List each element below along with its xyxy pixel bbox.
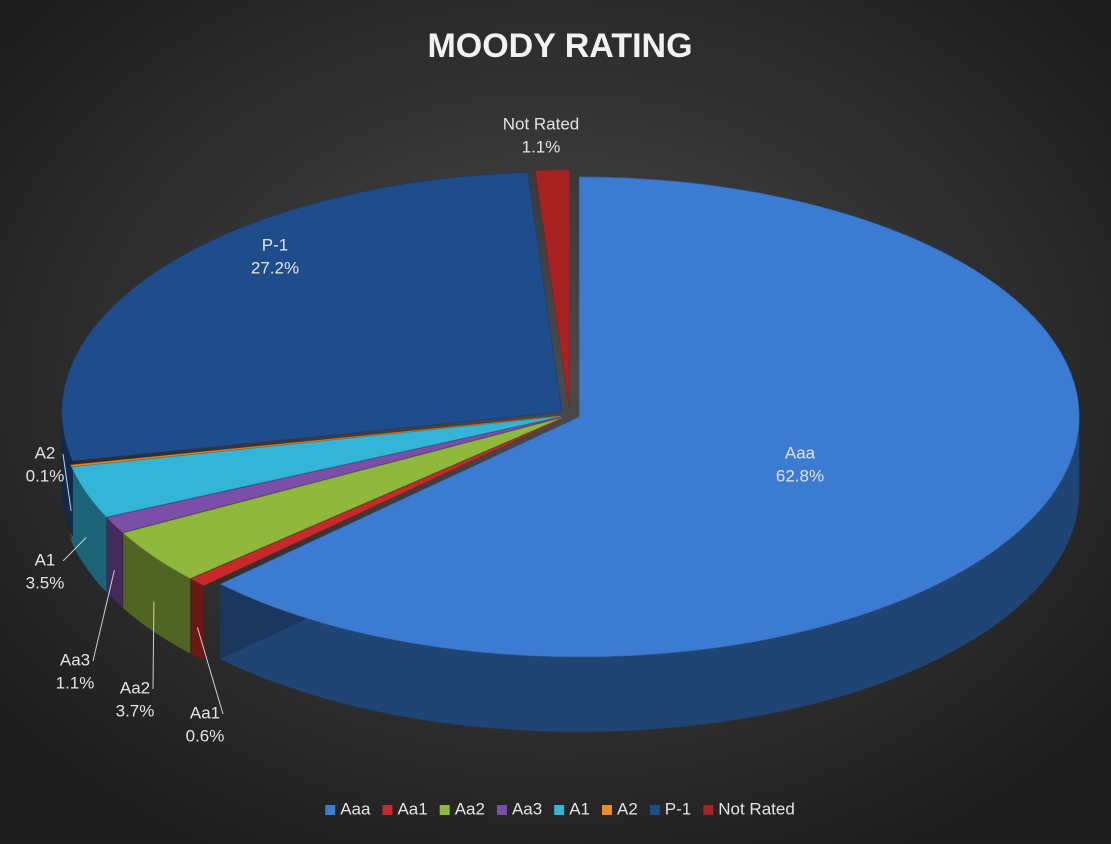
legend-marker [601,805,612,815]
legend-marker [382,805,393,815]
slice [190,418,563,586]
legend-label: A1 [569,799,590,818]
leader-line [152,601,155,690]
legend-label: Aa1 [397,799,427,818]
data-label-name: Aaa [785,443,816,462]
data-label-value: 3.7% [116,701,155,720]
legend: Aaa Aa1 Aa2 Aa3 A1 A2 P-1 Not Rated [325,799,795,818]
leader-line [196,627,224,715]
slice-side [190,578,205,662]
legend-marker [554,805,565,815]
chart-title: MOODY RATING [427,27,692,65]
legend-marker [649,805,660,815]
leader-line [92,569,115,662]
slice [219,176,1080,658]
data-label-name: Aa2 [120,678,150,697]
legend-label: A2 [617,799,638,818]
data-label-value: 62.8% [776,466,824,485]
data-label-name: Aa1 [190,703,220,722]
leader-line [62,453,72,511]
slice [70,415,561,467]
data-label-value: 1.1% [522,137,561,156]
slice [122,417,562,579]
legend-label: P-1 [665,799,691,818]
legend-marker [496,805,507,815]
slice [106,416,562,533]
data-label-value: 3.5% [26,573,65,592]
slice [534,169,570,411]
data-label-name: A2 [35,443,56,462]
slice [61,172,563,462]
data-label-value: 0.1% [26,466,65,485]
legend-label: Aa2 [455,799,485,818]
data-label-name: A1 [35,550,56,569]
slice [71,416,561,518]
legend-marker [703,805,714,815]
legend-label: Aa3 [512,799,542,818]
legend-label: Aaa [340,799,371,818]
legend-label: Not Rated [718,799,795,818]
legend-marker [325,805,336,815]
data-label-name: Aa3 [60,650,90,669]
data-label-name: Not Rated [503,114,580,133]
data-label-value: 1.1% [56,673,95,692]
data-label-name: P-1 [262,235,288,254]
legend-marker [439,805,450,815]
data-label-value: 0.6% [186,726,225,745]
data-label-value: 27.2% [251,258,299,277]
leader-line [62,537,87,562]
